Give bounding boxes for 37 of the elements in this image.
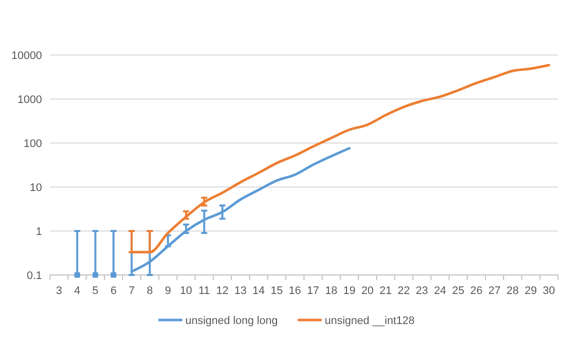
x-tick-label: 29	[524, 285, 537, 297]
y-tick-label: 1	[36, 226, 42, 238]
x-tick-label: 24	[434, 285, 446, 297]
legend-label: unsigned long long	[185, 314, 278, 327]
x-tick-label: 19	[343, 285, 356, 297]
x-tick-label: 30	[542, 285, 556, 297]
x-tick-label: 25	[452, 285, 464, 297]
x-tick-label: 16	[288, 285, 302, 297]
x-tick-label: 26	[470, 285, 482, 297]
x-tick-label: 20	[361, 285, 374, 297]
x-tick-label: 15	[270, 285, 283, 297]
x-tick-label: 11	[198, 285, 210, 297]
x-tick-label: 28	[506, 285, 519, 297]
y-tick-label: 10	[30, 182, 42, 194]
x-tick-label: 6	[110, 285, 117, 297]
x-tick-label: 8	[146, 285, 153, 297]
x-tick-label: 7	[128, 285, 135, 297]
x-tick-label: 13	[234, 285, 247, 297]
x-tick-label: 4	[74, 285, 80, 297]
x-tick-label: 5	[92, 285, 98, 297]
x-tick-label: 23	[416, 285, 428, 297]
y-tick-label: 100	[24, 138, 42, 150]
x-tick-label: 3	[56, 285, 62, 297]
y-tick-label: 10000	[11, 50, 42, 62]
x-tick-label: 9	[164, 285, 171, 297]
x-tick-label: 22	[398, 285, 410, 297]
x-tick-label: 12	[216, 285, 228, 297]
line-series	[130, 146, 351, 273]
x-tick-label: 18	[325, 285, 338, 297]
y-tick-label: 0.1	[26, 270, 42, 282]
x-tick-label: 14	[252, 285, 265, 297]
x-tick-label: 27	[488, 285, 501, 297]
legend-label: unsigned __int128	[324, 314, 415, 327]
x-tick-label: 10	[180, 285, 192, 297]
x-tick-label: 17	[306, 285, 320, 297]
x-tick-label: 21	[380, 285, 392, 297]
y-tick-label: 1000	[18, 94, 42, 106]
